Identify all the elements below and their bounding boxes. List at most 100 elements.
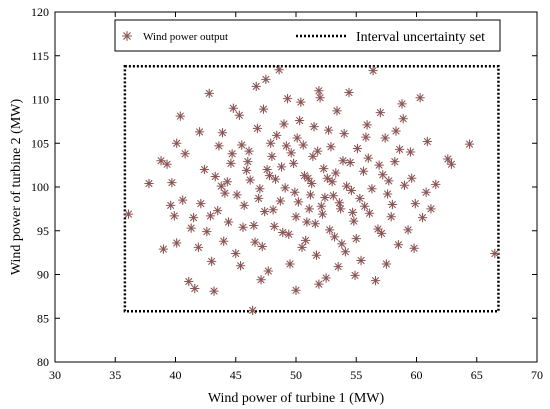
data-point <box>308 151 318 162</box>
data-point <box>328 191 339 201</box>
x-axis-title: Wind power of turbine 1 (MW) <box>208 391 385 406</box>
data-point <box>375 107 386 118</box>
data-point <box>270 174 281 184</box>
data-point <box>310 219 321 229</box>
data-point <box>443 154 453 164</box>
data-point <box>303 173 313 183</box>
data-point <box>241 165 252 176</box>
data-point <box>391 126 401 136</box>
data-point <box>232 190 242 200</box>
x-axis-ticks: 30 35 40 45 50 55 60 65 70 <box>49 12 543 382</box>
data-point <box>188 212 199 223</box>
data-point <box>167 177 177 188</box>
x-tick-label: 30 <box>49 368 61 382</box>
data-point <box>364 208 375 218</box>
data-point <box>299 170 310 181</box>
data-point <box>345 157 355 168</box>
data-point <box>381 259 392 269</box>
data-point <box>409 243 419 253</box>
data-point <box>417 212 428 223</box>
data-point <box>334 198 345 208</box>
data-point <box>344 87 354 98</box>
y-tick-label: 85 <box>37 311 49 325</box>
data-point <box>294 115 305 126</box>
data-point <box>249 220 259 231</box>
data-point <box>217 128 228 138</box>
data-point <box>226 158 236 169</box>
y-tick-label: 115 <box>31 49 49 63</box>
x-tick-label: 40 <box>170 368 182 382</box>
x-tick-label: 65 <box>471 368 483 382</box>
y-axis-ticks: 80 85 90 95 100 105 110 115 120 <box>31 5 537 369</box>
data-point <box>358 166 369 176</box>
data-point <box>252 123 263 134</box>
data-point <box>250 237 260 247</box>
data-point <box>276 162 287 172</box>
data-point <box>311 250 322 261</box>
data-point <box>387 199 398 210</box>
data-point <box>390 156 400 167</box>
data-point <box>317 209 328 219</box>
data-point <box>247 305 258 316</box>
data-point <box>340 247 351 257</box>
data-point <box>337 239 347 249</box>
data-point <box>265 138 276 148</box>
data-point <box>144 178 154 189</box>
y-tick-label: 80 <box>37 355 49 369</box>
data-point <box>171 138 182 148</box>
data-point <box>175 111 186 121</box>
data-point <box>333 261 343 272</box>
data-point <box>405 147 416 157</box>
data-point <box>251 81 261 92</box>
data-point <box>231 248 241 259</box>
data-point <box>237 140 247 150</box>
scatter-points <box>123 65 500 316</box>
data-point <box>322 173 333 183</box>
data-point <box>210 171 221 182</box>
data-point <box>162 159 172 169</box>
data-point <box>193 242 204 253</box>
data-point <box>350 270 360 281</box>
data-point <box>214 141 224 151</box>
data-point <box>327 177 337 187</box>
data-point <box>314 279 324 289</box>
data-point <box>286 148 296 158</box>
data-point <box>316 201 327 211</box>
data-point <box>212 205 223 216</box>
data-point <box>415 93 425 103</box>
data-point <box>338 156 348 166</box>
data-point <box>184 276 194 287</box>
data-point <box>397 99 407 109</box>
data-point <box>245 175 255 185</box>
data-point <box>359 201 370 211</box>
data-point <box>302 217 312 227</box>
data-point <box>267 151 277 162</box>
data-point <box>320 192 330 203</box>
data-point <box>256 274 266 285</box>
data-point <box>373 224 383 234</box>
data-point <box>304 204 315 214</box>
data-point <box>363 153 374 163</box>
data-point <box>370 275 381 286</box>
x-tick-label: 70 <box>531 368 543 382</box>
data-point <box>259 206 270 217</box>
data-point <box>321 273 331 283</box>
x-tick-label: 55 <box>350 368 362 382</box>
data-point <box>269 221 280 232</box>
data-point <box>238 222 248 232</box>
data-point <box>309 121 319 132</box>
data-point <box>222 177 233 187</box>
data-point <box>291 285 301 296</box>
data-point <box>206 256 217 267</box>
data-point <box>329 232 340 242</box>
data-point <box>351 233 362 244</box>
data-point <box>255 184 265 194</box>
data-point <box>331 168 341 178</box>
data-point <box>261 74 271 85</box>
data-point <box>422 136 433 147</box>
data-point <box>426 204 436 214</box>
data-point <box>293 197 304 207</box>
data-point <box>292 133 302 143</box>
data-point <box>257 241 268 252</box>
